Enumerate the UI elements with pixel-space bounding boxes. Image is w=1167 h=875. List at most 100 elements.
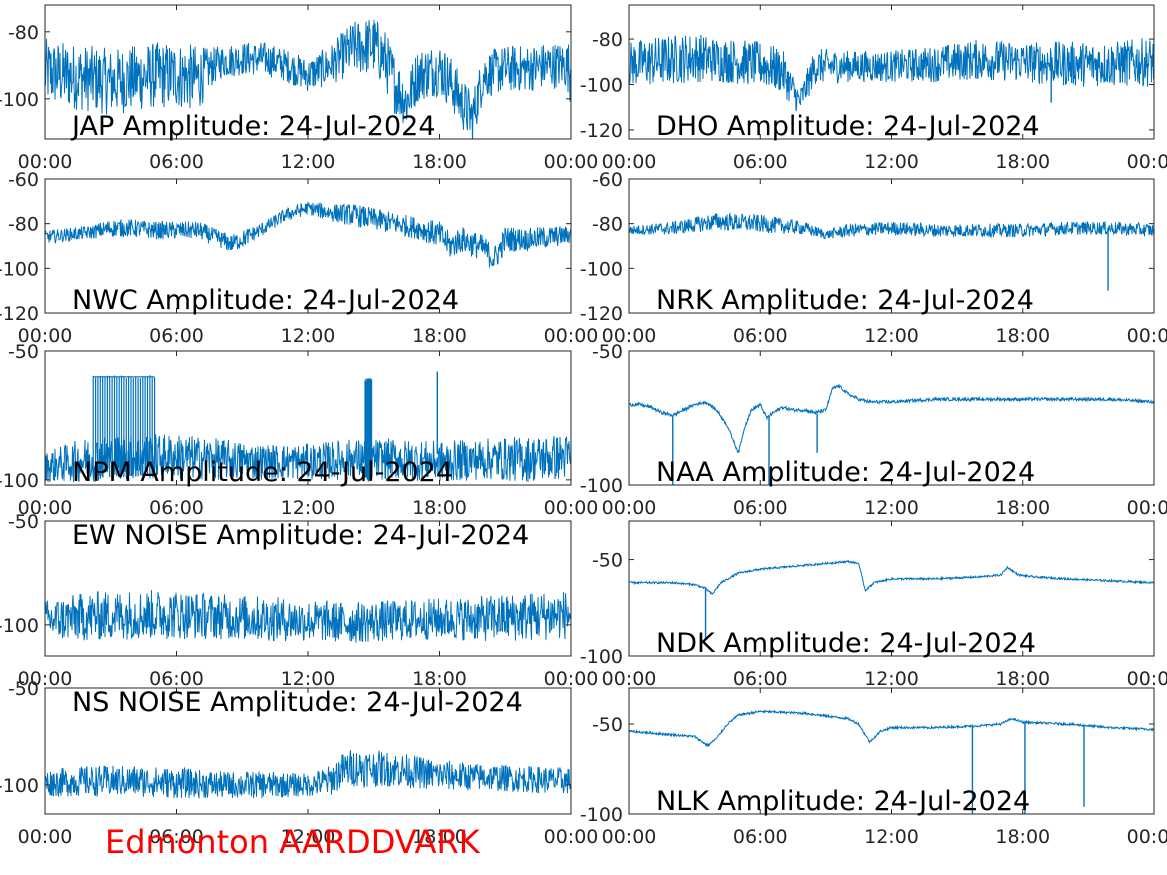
x-tick-label: 00:00 [18,826,73,848]
panel-title: NAA Amplitude: 24-Jul-2024 [656,457,1035,488]
x-tick-label: 00:00 [1127,151,1167,173]
panel-title: NPM Amplitude: 24-Jul-2024 [72,457,453,488]
y-tick-label: -50 [592,341,623,363]
x-tick-label: 18:00 [995,325,1050,347]
y-tick-label: -100 [0,775,39,797]
x-tick-label: 06:00 [733,668,788,690]
x-tick-label: 12:00 [864,668,919,690]
y-tick-label: -50 [592,550,623,572]
y-tick-label: -50 [592,714,623,736]
y-tick-label: -60 [592,169,623,191]
y-tick-label: -120 [580,120,623,142]
panel-title: NDK Amplitude: 24-Jul-2024 [656,628,1036,659]
x-tick-label: 00:00 [18,151,73,173]
x-tick-label: 12:00 [281,668,336,690]
x-tick-label: 00:00 [602,826,657,848]
series-line [629,709,1154,748]
x-tick-label: 18:00 [412,668,467,690]
y-tick-label: -100 [580,646,623,668]
series-line [629,559,1154,595]
y-tick-label: -80 [8,22,39,44]
chart-panel: -50 -100 00:00 06:00 12:00 18:00 00:00 NPM Ampl… [0,341,598,519]
x-tick-label: 00:00 [602,151,657,173]
x-tick-label: 06:00 [733,497,788,519]
x-tick-label: 00:00 [544,668,599,690]
x-tick-label: 06:00 [149,497,204,519]
series-plateau [364,378,373,482]
y-tick-label: -100 [580,258,623,280]
y-tick-label: -100 [580,74,623,96]
series-line [45,434,571,483]
series-line [629,384,1154,454]
panel-title: EW NOISE Amplitude: 24-Jul-2024 [72,520,529,551]
x-tick-label: 00:00 [1127,325,1167,347]
x-tick-label: 00:00 [602,325,657,347]
x-tick-label: 06:00 [149,325,204,347]
chart-panel: -60-80-100-12000:0006:0012:0018:0000:00N… [580,169,1167,347]
x-tick-label: 18:00 [995,151,1050,173]
y-tick-label: -60 [8,169,39,191]
x-tick-label: 12:00 [281,497,336,519]
x-tick-label: 00:00 [1127,497,1167,519]
x-tick-label: 18:00 [412,151,467,173]
y-tick-label: -100 [0,89,39,111]
x-tick-label: 00:00 [544,151,599,173]
y-tick-label: -100 [580,475,623,497]
x-tick-label: 06:00 [149,668,204,690]
x-tick-label: 00:00 [1127,826,1167,848]
y-tick-label: -50 [8,511,39,533]
chart-panel: -80 -100 00:00 06:00 12:00 18:00 00:00 JAP Ampl… [0,4,599,173]
x-tick-label: 00:00 [18,325,73,347]
y-tick-label: -50 [8,341,39,363]
x-tick-label: 12:00 [864,826,919,848]
panel-title: DHO Amplitude: 24-Jul-2024 [656,111,1040,142]
y-tick-label: -100 [0,470,39,492]
x-tick-label: 18:00 [412,497,467,519]
y-tick-label: -80 [592,29,623,51]
x-tick-label: 18:00 [995,668,1050,690]
x-tick-label: 18:00 [412,325,467,347]
series-line [629,211,1154,240]
x-tick-label: 00:00 [602,668,657,690]
x-tick-label: 00:00 [1127,668,1167,690]
x-tick-label: 12:00 [864,497,919,519]
y-tick-label: -100 [0,615,39,637]
chart-panel: -50 -100 00:00 06:00 12:00 18:00 00:00 EW NOISE… [0,511,598,690]
y-tick-label: -80 [8,214,39,236]
chart-panel: -80 -100 -120 00:00 06:00 12:00 18:00 00:00 DHO … [580,4,1167,173]
x-tick-label: 00:00 [544,325,599,347]
x-tick-label: 06:00 [733,826,788,848]
x-tick-label: 06:00 [149,151,204,173]
panel-title: NWC Amplitude: 24-Jul-2024 [72,285,459,316]
y-tick-label: -50 [8,678,39,700]
x-tick-label: 06:00 [733,151,788,173]
panel-title: NS NOISE Amplitude: 24-Jul-2024 [72,687,523,718]
x-tick-label: 12:00 [864,325,919,347]
x-tick-label: 18:00 [995,497,1050,519]
series-line [45,19,571,139]
series-line [629,34,1154,112]
series-line [45,750,571,799]
x-tick-label: 18:00 [412,826,467,848]
series-plateau [92,375,156,478]
x-tick-label: 18:00 [995,826,1050,848]
panel-title: NLK Amplitude: 24-Jul-2024 [656,786,1030,817]
y-tick-label: -120 [580,303,623,325]
x-tick-label: 00:00 [602,497,657,519]
station-footer-label: Edmonton AARDDVARK [105,823,481,861]
panel-title: NRK Amplitude: 24-Jul-2024 [656,285,1034,316]
x-tick-label: 12:00 [281,826,336,848]
x-tick-label: 12:00 [281,151,336,173]
series-line [45,590,571,643]
x-tick-label: 00:00 [544,826,599,848]
x-tick-label: 06:00 [733,325,788,347]
y-tick-label: -80 [592,214,623,236]
x-tick-label: 00:00 [18,668,73,690]
x-tick-label: 12:00 [864,151,919,173]
x-tick-label: 12:00 [281,325,336,347]
panel-title: JAP Amplitude: 24-Jul-2024 [70,111,436,142]
